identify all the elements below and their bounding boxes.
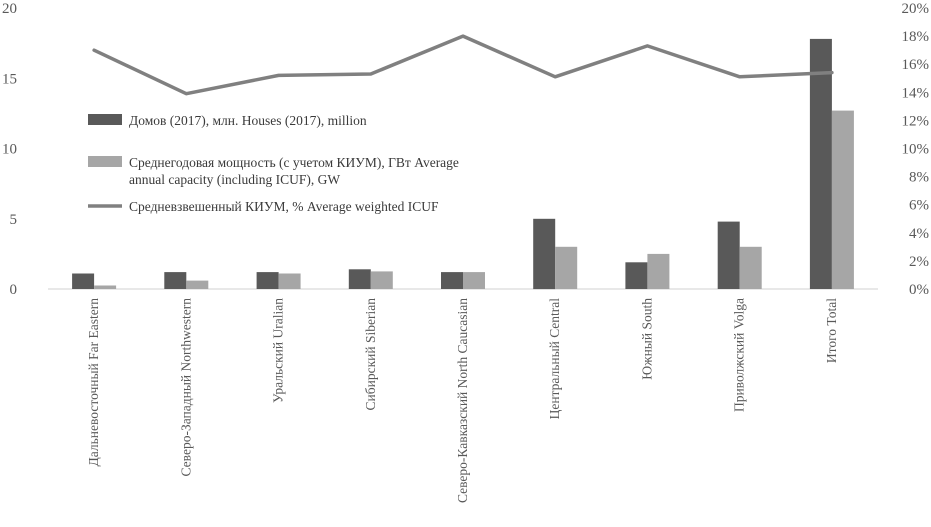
legend-label-capacity: Среднегодовая мощность (с учетом КИУМ), … [129,155,459,187]
legend-label-houses: Домов (2017), млн. Houses (2017), millio… [129,113,367,128]
icuf-line [92,34,834,96]
capacity-bar [555,246,578,289]
left-axis-tick-label: 0 [10,282,18,298]
icuf-line-series [92,34,834,96]
right-axis-tick-label: 6% [909,198,929,214]
legend-label-icuf: Средневзвешенный КИУМ, % Average weighte… [129,199,439,214]
right-axis-tick-label: 14% [902,85,930,101]
right-axis-tick-label: 16% [902,57,930,73]
capacity-bar [186,280,209,289]
houses-bar [441,272,463,289]
houses-bar [348,269,371,289]
capacity-bar [647,253,670,289]
category-label: Приволжский Volga [732,298,747,412]
right-axis-tick-label: 8% [909,170,929,186]
right-axis-tick-label: 2% [909,254,929,270]
right-y-axis: 0% 2% 4% 6% 8% 10% 12% 14% 16% 18% 20% [902,1,930,298]
right-axis-tick-label: 4% [909,226,929,242]
legend-swatch-capacity [88,156,122,167]
legend: Домов (2017), млн. Houses (2017), millio… [88,113,459,214]
category-label: Северо-Западный Northwestern [178,298,193,477]
houses-bar [717,221,740,289]
capacity-bar [739,246,762,289]
houses-bar [809,38,832,290]
capacity-bar [370,271,393,289]
houses-bar [164,272,187,289]
houses-bar [256,272,279,289]
right-axis-tick-label: 10% [902,142,930,158]
left-axis-tick-label: 20 [2,1,17,17]
category-label: Северо-Кавказский North Caucasian [455,298,470,503]
capacity-bar [94,285,117,289]
right-axis-tick-label: 12% [902,113,930,129]
category-label: Уральский Uralian [271,298,286,403]
houses-bar [533,218,556,290]
category-label: Сибирский Siberian [363,298,378,411]
right-axis-tick-label: 18% [902,29,930,45]
left-axis-tick-label: 15 [2,71,17,87]
left-axis-tick-label: 5 [10,212,18,228]
legend-swatch-houses [88,114,122,125]
right-axis-tick-label: 20% [902,1,930,17]
category-label: Дальневосточный Far Eastern [86,298,101,467]
category-label: Южный South [639,298,654,380]
capacity-bar [278,273,301,289]
category-labels: Дальневосточный Far Eastern Северо-Западн… [86,298,839,503]
bars [72,38,854,290]
houses-bar [625,262,648,289]
capacity-bar [831,110,854,289]
capacity-bar [463,272,485,289]
left-axis-tick-label: 10 [2,142,17,158]
houses-bar [72,273,95,289]
category-label: Итого Total [824,298,839,363]
right-axis-tick-label: 0% [909,282,929,298]
category-label: Центральный Central [547,298,562,420]
left-y-axis: 0 5 10 15 20 [2,1,17,298]
